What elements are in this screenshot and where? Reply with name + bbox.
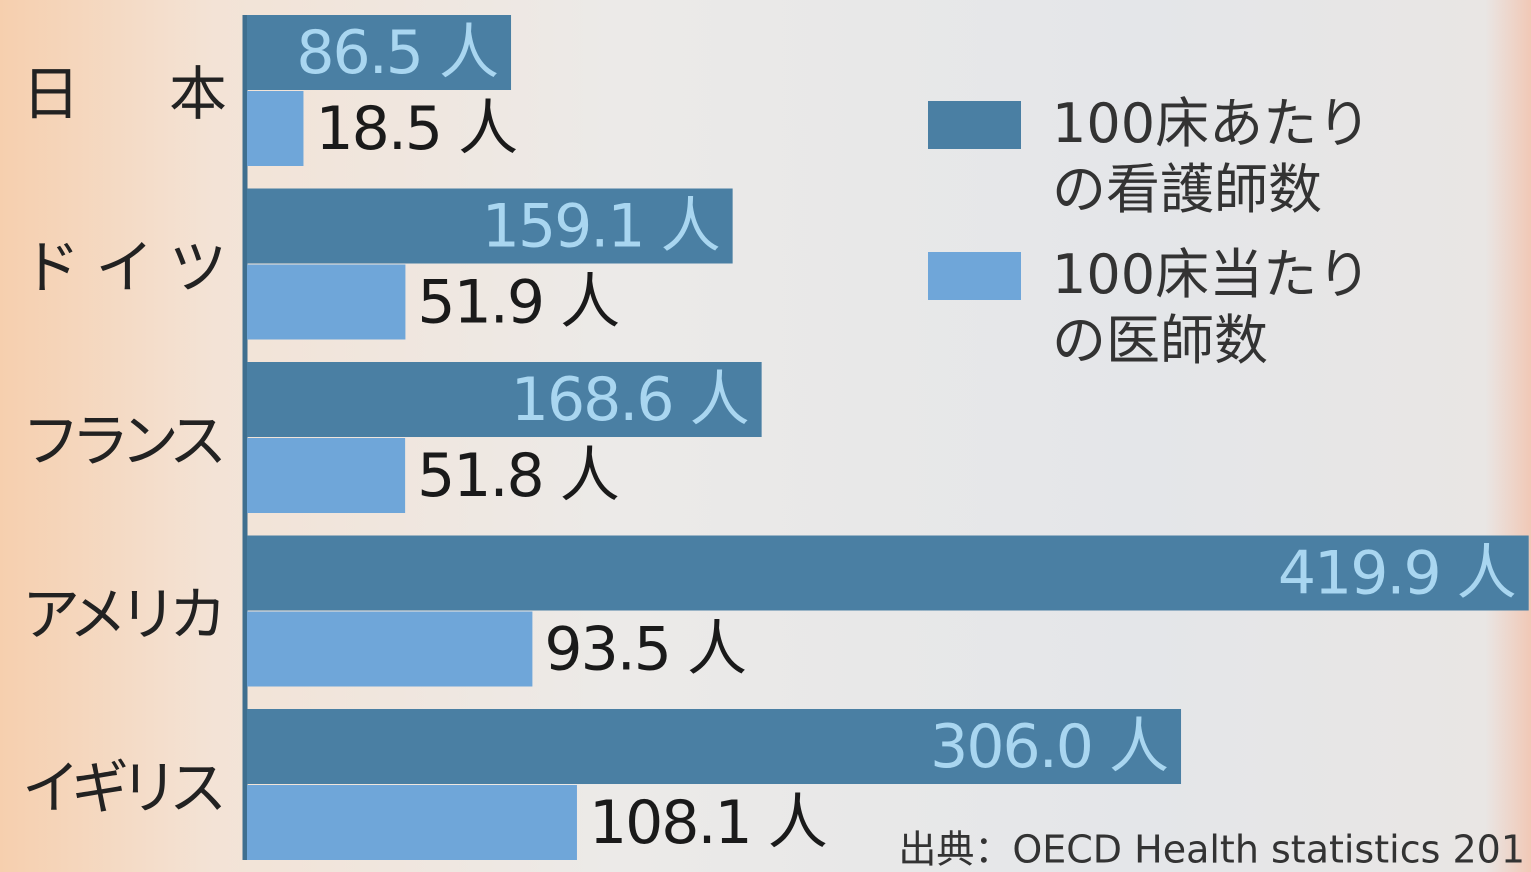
bar (247, 91, 303, 166)
value-label: 159.1 人 (482, 192, 719, 262)
category-label: ドイツ (22, 234, 227, 302)
value-label: 93.5 人 (544, 615, 745, 685)
category-label: フランス (22, 407, 227, 475)
value-label: 51.8 人 (417, 441, 618, 511)
category-label: イギリス (22, 754, 227, 822)
bar (247, 785, 577, 860)
bar (247, 612, 532, 687)
category-label: アメリカ (22, 581, 227, 649)
legend-label: 100床当たりの医師数 (1052, 242, 1422, 374)
source: 出典：OECD Health statistics 201 (898, 828, 1525, 872)
bar (247, 265, 405, 340)
legend-swatch (928, 252, 1021, 300)
page: 出典：OECD Health statistics 201 日本 86.5 人18… (0, 0, 1531, 872)
legend-swatch (928, 101, 1021, 149)
legend-label: 100床あたりの看護師数 (1052, 91, 1422, 223)
value-label: 51.9 人 (417, 268, 618, 338)
value-label: 306.0 人 (930, 712, 1167, 782)
value-label: 108.1 人 (589, 788, 826, 858)
value-label: 86.5 人 (296, 18, 497, 88)
value-label: 18.5 人 (315, 94, 516, 164)
value-label: 168.6 人 (511, 365, 748, 435)
bar (247, 438, 405, 513)
category-label: 日本 (22, 60, 227, 128)
value-label: 419.9 人 (1278, 539, 1515, 609)
